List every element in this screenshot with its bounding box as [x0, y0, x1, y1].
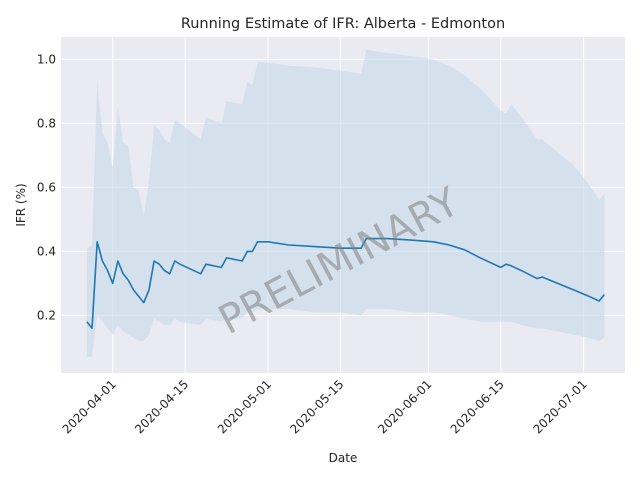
y-tick-label: 0.8	[37, 116, 56, 130]
ifr-series-line	[86, 237, 605, 329]
x-tick-label: 2020-06-01	[375, 377, 434, 436]
x-tick-label: 2020-07-01	[531, 377, 590, 436]
x-axis-label: Date	[329, 451, 358, 465]
y-tick-label: 0.2	[37, 308, 56, 322]
x-tick-label: 2020-06-15	[448, 377, 507, 436]
y-tick-label: 1.0	[37, 52, 56, 66]
y-axis-label: IFR (%)	[14, 183, 28, 226]
y-tick-label: 0.4	[37, 244, 56, 258]
x-tick-label: 2020-05-01	[215, 377, 274, 436]
y-tick-label: 0.6	[37, 180, 56, 194]
confidence-band	[86, 49, 605, 358]
chart-title: Running Estimate of IFR: Alberta - Edmon…	[181, 16, 505, 32]
x-tick-label: 2020-04-15	[132, 377, 191, 436]
x-tick-label: 2020-05-15	[287, 377, 346, 436]
x-tick-label: 2020-04-01	[60, 377, 119, 436]
